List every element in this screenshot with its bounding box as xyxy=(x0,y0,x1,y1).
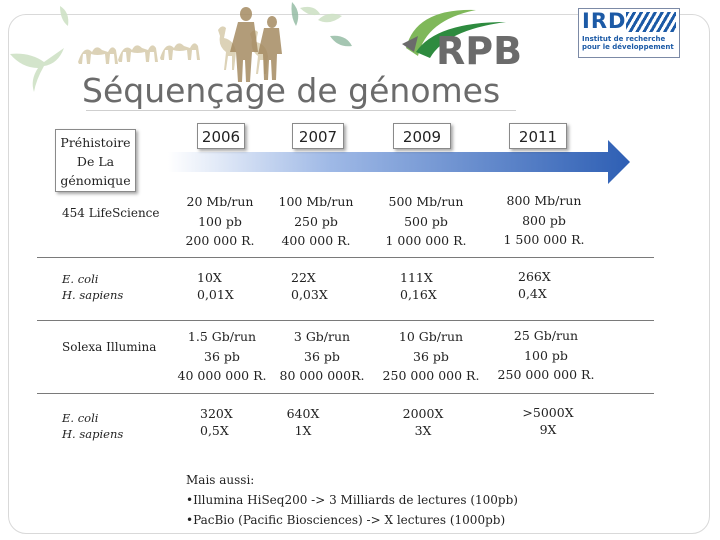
cell-line: 100 pb xyxy=(198,213,242,229)
cell-line: 266X xyxy=(518,269,551,284)
cell-line: 2000X xyxy=(402,406,444,421)
ird-logo-subtitle: Institut de recherche pour le développem… xyxy=(582,35,674,51)
cell-line: 1.5 Gb/run xyxy=(187,329,257,344)
cell-line: >5000X xyxy=(522,405,574,420)
prehistory-line1: Préhistoire xyxy=(60,135,131,150)
cell-line: 0,01X xyxy=(197,286,234,302)
cell-line: 20 Mb/run xyxy=(186,194,254,209)
year-2009: 2009 xyxy=(393,123,451,149)
cell-line: 200 000 R. xyxy=(185,233,255,248)
notes-block: Mais aussi: •Illumina HiSeq200 -> 3 Mill… xyxy=(186,470,518,530)
ird-logo-line1: Institut de recherche xyxy=(582,35,666,43)
cell-line: 0,4X xyxy=(518,285,547,301)
cell-line: 80 000 000R. xyxy=(279,368,365,383)
organism-hsapiens: H. sapiens xyxy=(62,427,124,441)
cell-line: 0,16X xyxy=(400,286,437,302)
row-label-organisms: E. coli H. sapiens xyxy=(62,271,123,303)
row-label-solexa-illumina: Solexa Illumina xyxy=(62,340,157,354)
cell-line: 250 000 000 R. xyxy=(382,368,480,383)
cell-line: 36 pb xyxy=(204,348,240,364)
cell-line: 36 pb xyxy=(413,348,449,364)
cell-coverage1-2011: 266X 0,4X xyxy=(518,269,551,302)
organism-ecoli: E. coli xyxy=(62,272,99,286)
title-underline xyxy=(86,110,516,111)
prehistory-box: Préhistoire De La génomique xyxy=(55,129,136,192)
row-separator xyxy=(37,257,654,258)
cell-line: 640X xyxy=(286,406,320,421)
cell-line: 1X xyxy=(294,422,312,438)
notes-item-hiseq: •Illumina HiSeq200 -> 3 Milliards de lec… xyxy=(186,493,518,507)
cell-454-2009: 500 Mb/run 500 pb 1 000 000 R. xyxy=(380,192,472,251)
header-banner-illustration xyxy=(10,2,352,92)
ird-logo-line2: pour le développement xyxy=(582,43,674,51)
cell-line: 3X xyxy=(414,422,432,438)
cell-coverage1-2006: 10X 0,01X xyxy=(197,270,234,303)
cell-line: 250 pb xyxy=(294,213,338,229)
slide-frame xyxy=(8,14,710,534)
cell-solexa-2007: 3 Gb/run 36 pb 80 000 000R. xyxy=(276,327,368,386)
cell-line: 3 Gb/run xyxy=(293,329,351,344)
rpb-logo-text: RPB xyxy=(436,29,522,70)
cell-coverage2-2011: >5000X 9X xyxy=(518,405,578,438)
row-separator xyxy=(37,393,654,394)
ird-logo-letters: IRD xyxy=(582,9,627,33)
cell-coverage2-2006: 320X 0,5X xyxy=(200,406,233,439)
year-2006: 2006 xyxy=(197,123,245,149)
row-label-454-lifescience: 454 LifeScience xyxy=(62,206,160,220)
notes-item-pacbio: •PacBio (Pacific Biosciences) -> X lectu… xyxy=(186,513,506,527)
rpb-logo: RPB xyxy=(402,9,522,70)
cell-coverage2-2009: 2000X 3X xyxy=(396,406,450,439)
cell-solexa-2009: 10 Gb/run 36 pb 250 000 000 R. xyxy=(380,327,482,386)
cell-line: 9X xyxy=(539,421,557,437)
cell-line: 500 pb xyxy=(404,213,448,229)
year-2007: 2007 xyxy=(292,123,344,149)
ird-logo-stripes xyxy=(626,12,676,32)
timeline-arrow xyxy=(168,140,630,184)
cell-line: 111X xyxy=(400,270,433,285)
cell-line: 100 Mb/run xyxy=(278,194,354,209)
cell-solexa-2011: 25 Gb/run 100 pb 250 000 000 R. xyxy=(494,326,598,385)
row-label-organisms: E. coli H. sapiens xyxy=(62,410,123,442)
notes-heading: Mais aussi: xyxy=(186,473,255,487)
cell-line: 36 pb xyxy=(304,348,340,364)
organism-hsapiens: H. sapiens xyxy=(62,288,124,302)
cell-line: 1 500 000 R. xyxy=(503,232,585,247)
cell-line: 100 pb xyxy=(524,347,568,363)
cell-line: 320X xyxy=(200,406,233,421)
cell-line: 10X xyxy=(197,270,222,285)
cell-line: 25 Gb/run xyxy=(513,328,579,343)
cell-coverage1-2007: 22X 0,03X xyxy=(291,270,328,303)
row-separator xyxy=(37,320,654,321)
cell-line: 0,5X xyxy=(200,422,229,438)
cell-454-2007: 100 Mb/run 250 pb 400 000 R. xyxy=(272,192,360,251)
prehistory-line3: génomique xyxy=(60,173,131,188)
cell-line: 800 pb xyxy=(522,212,566,228)
year-2011: 2011 xyxy=(509,123,567,149)
cell-solexa-2006: 1.5 Gb/run 36 pb 40 000 000 R. xyxy=(176,327,268,386)
cell-line: 800 Mb/run xyxy=(506,193,582,208)
prehistory-line2: De La xyxy=(76,154,115,169)
cell-coverage2-2007: 640X 1X xyxy=(283,406,323,439)
organism-ecoli: E. coli xyxy=(62,411,99,425)
cell-line: 10 Gb/run xyxy=(398,329,464,344)
cell-line: 400 000 R. xyxy=(281,233,351,248)
cell-line: 40 000 000 R. xyxy=(177,368,267,383)
slide-title: Séquençage de génomes xyxy=(82,71,501,110)
cell-454-2011: 800 Mb/run 800 pb 1 500 000 R. xyxy=(498,191,590,250)
ird-logo: IRD Institut de recherche pour le dévelo… xyxy=(578,8,680,58)
cell-coverage1-2009: 111X 0,16X xyxy=(400,270,437,303)
cell-line: 250 000 000 R. xyxy=(497,367,595,382)
cell-454-2006: 20 Mb/run 100 pb 200 000 R. xyxy=(180,192,260,251)
cell-line: 500 Mb/run xyxy=(388,194,464,209)
cell-line: 0,03X xyxy=(291,286,328,302)
cell-line: 22X xyxy=(291,270,316,285)
cell-line: 1 000 000 R. xyxy=(385,233,467,248)
